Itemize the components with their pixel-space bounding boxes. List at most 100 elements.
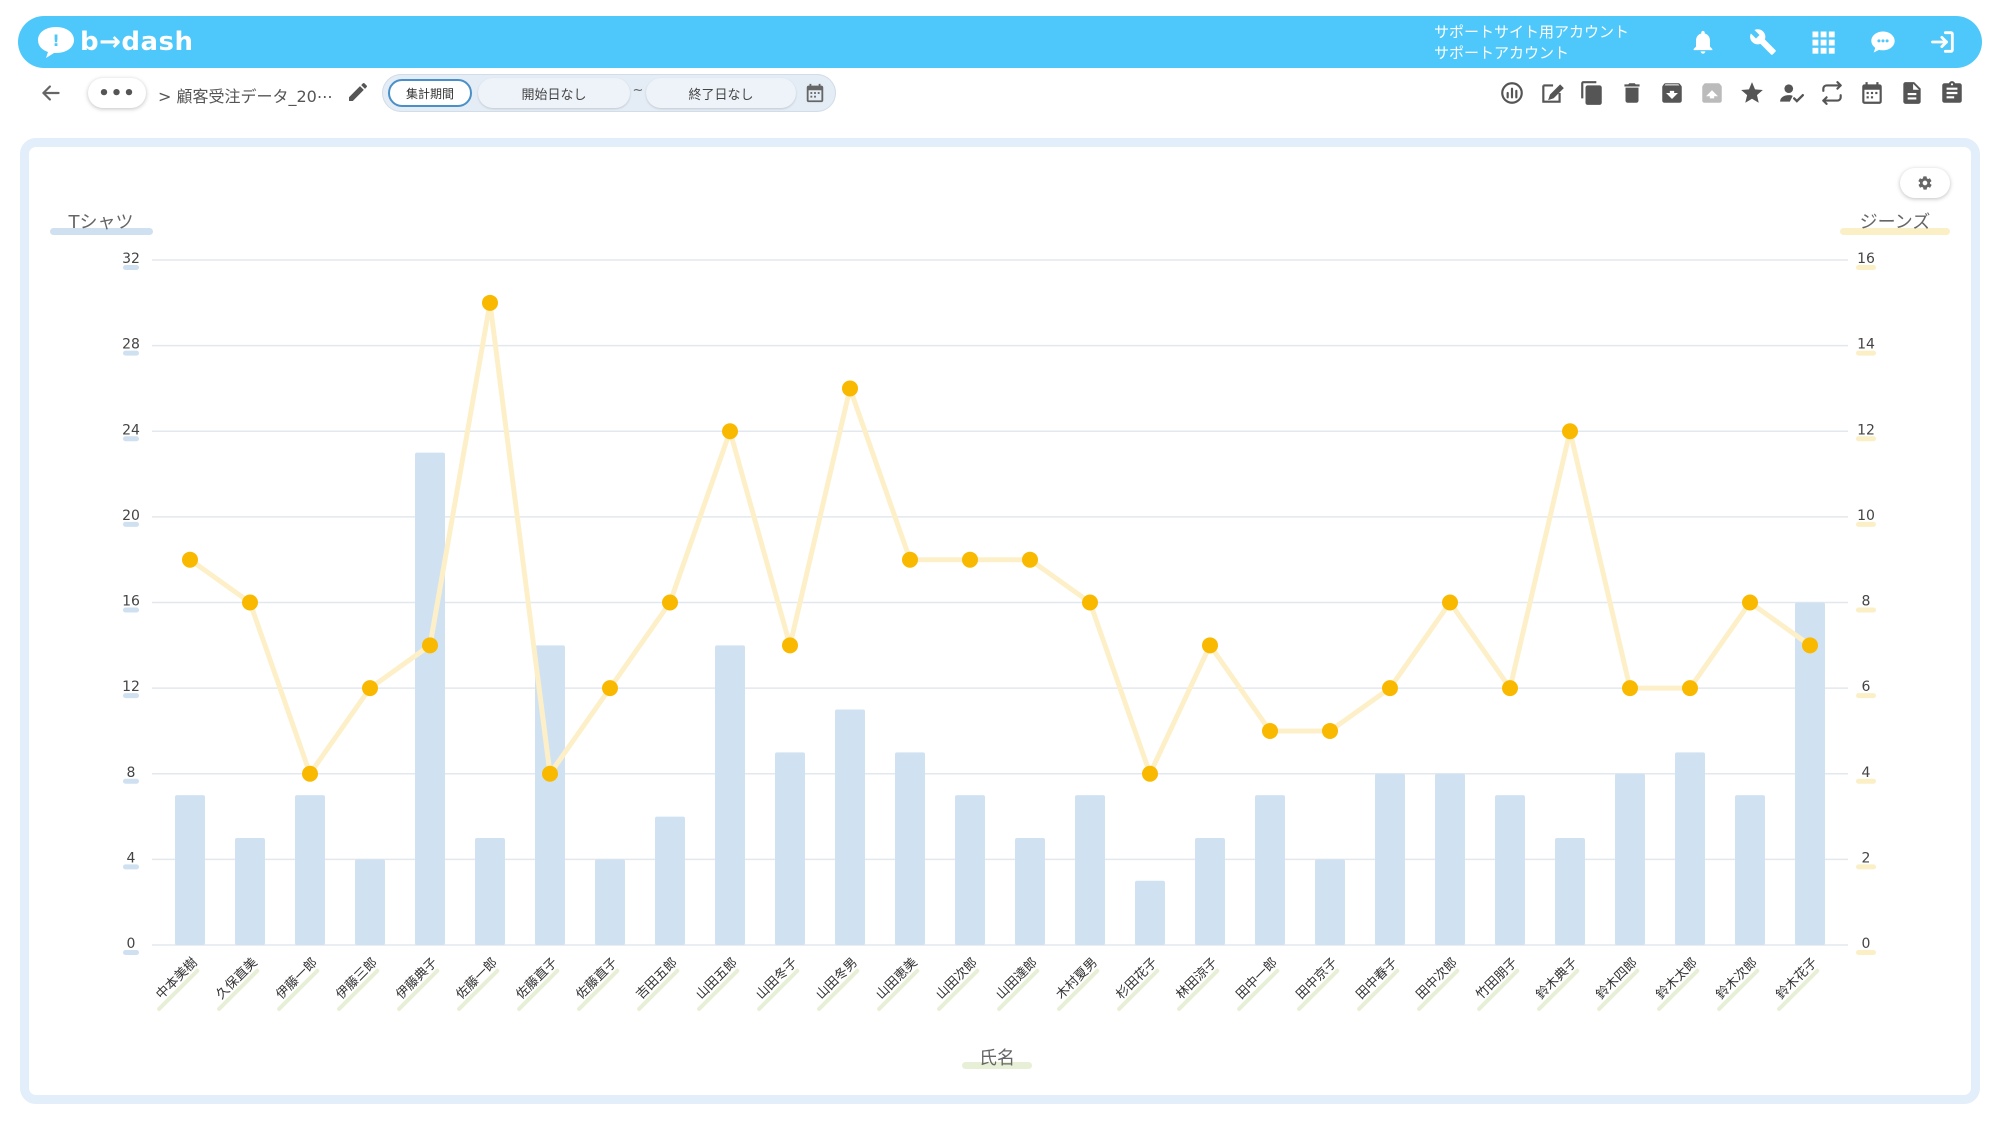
line-point[interactable] <box>722 423 738 440</box>
line-point[interactable] <box>242 594 258 611</box>
bar[interactable] <box>1435 773 1465 945</box>
line-point[interactable] <box>1262 722 1278 739</box>
line-point[interactable] <box>542 765 558 782</box>
line-point[interactable] <box>182 551 198 568</box>
line-point[interactable] <box>1802 637 1818 654</box>
category-label: 鈴木花子 <box>1773 955 1821 1011</box>
category-text: 伊藤三郎 <box>333 955 380 1002</box>
right-tick-underline <box>1856 265 1876 270</box>
edit-note-icon[interactable] <box>1532 76 1572 110</box>
star-icon[interactable] <box>1732 76 1772 110</box>
category-text: 林田涼子 <box>1173 955 1220 1002</box>
line-point[interactable] <box>1622 680 1638 697</box>
line-point[interactable] <box>662 594 678 611</box>
line-point[interactable] <box>902 551 918 568</box>
category-label: 鈴木典子 <box>1533 955 1581 1011</box>
bar[interactable] <box>595 859 625 945</box>
left-tick-label: 8 <box>127 765 136 781</box>
document-icon[interactable] <box>1892 76 1932 110</box>
copy-icon[interactable] <box>1572 76 1612 110</box>
bdash-logo[interactable]: ! b→dash <box>36 24 194 60</box>
bar[interactable] <box>955 795 985 945</box>
line-point[interactable] <box>1142 765 1158 782</box>
category-text: 山田次郎 <box>933 955 981 1003</box>
wrench-icon[interactable] <box>1733 24 1793 60</box>
line-point[interactable] <box>1322 722 1338 739</box>
clipboard-icon[interactable] <box>1932 76 1972 110</box>
bar[interactable] <box>1375 773 1405 945</box>
apps-grid-icon[interactable] <box>1793 24 1853 60</box>
bar[interactable] <box>835 709 865 945</box>
bar[interactable] <box>1075 795 1105 945</box>
unarchive-icon[interactable] <box>1692 76 1732 110</box>
chart-settings-icon[interactable] <box>1492 76 1532 110</box>
date-range-tilde: ~ <box>632 83 644 98</box>
left-tick-label: 4 <box>127 850 136 866</box>
right-axis-title-underline <box>1840 228 1950 235</box>
line-point[interactable] <box>1562 423 1578 440</box>
line-point[interactable] <box>1742 594 1758 611</box>
bar[interactable] <box>775 752 805 945</box>
user-check-icon[interactable] <box>1772 76 1812 110</box>
line-point[interactable] <box>962 551 978 568</box>
bar[interactable] <box>1615 773 1645 945</box>
bar[interactable] <box>475 837 505 945</box>
bar[interactable] <box>1015 837 1045 945</box>
bar[interactable] <box>1315 859 1345 945</box>
line-point[interactable] <box>422 637 438 654</box>
category-underline <box>697 968 740 1011</box>
bar[interactable] <box>1195 837 1225 945</box>
bar[interactable] <box>1735 795 1765 945</box>
bar[interactable] <box>1555 837 1585 945</box>
breadcrumb[interactable]: > 顧客受注データ_20⋯ <box>158 87 333 106</box>
bar[interactable] <box>355 859 385 945</box>
right-tick-underline <box>1856 436 1876 442</box>
bar[interactable] <box>715 645 745 945</box>
category-text: 久保直美 <box>213 955 260 1002</box>
bar[interactable] <box>175 795 205 945</box>
line-point[interactable] <box>1082 594 1098 611</box>
archive-icon[interactable] <box>1652 76 1692 110</box>
bar[interactable] <box>655 816 685 945</box>
bar[interactable] <box>1675 752 1705 945</box>
chart-gear-button[interactable] <box>1900 168 1950 198</box>
bar[interactable] <box>1255 795 1285 945</box>
back-arrow-icon[interactable] <box>38 80 64 106</box>
category-text: 田中次郎 <box>1413 955 1461 1003</box>
left-tick-label: 32 <box>122 251 140 267</box>
category-text: 鈴木四郎 <box>1593 955 1640 1002</box>
bell-icon[interactable] <box>1673 24 1733 60</box>
line-point[interactable] <box>1502 680 1518 697</box>
sync-icon[interactable] <box>1812 76 1852 110</box>
bar[interactable] <box>1495 795 1525 945</box>
start-date-field[interactable]: 開始日なし <box>478 78 630 108</box>
bar[interactable] <box>1795 602 1825 946</box>
calendar-icon[interactable] <box>1852 76 1892 110</box>
category-label: 田中京子 <box>1293 955 1341 1011</box>
bar[interactable] <box>895 752 925 945</box>
line-point[interactable] <box>1022 551 1038 568</box>
line-point[interactable] <box>1202 637 1218 654</box>
account-info[interactable]: サポートサイト用アカウント サポートアカウント <box>1434 22 1629 64</box>
line-point[interactable] <box>1682 680 1698 697</box>
bar[interactable] <box>1135 880 1165 945</box>
bar[interactable] <box>235 837 265 945</box>
line-point[interactable] <box>482 294 498 311</box>
line-point[interactable] <box>362 680 378 697</box>
period-label-button[interactable]: 集計期間 <box>388 79 472 107</box>
support-chat-icon[interactable] <box>1853 24 1913 60</box>
trash-icon[interactable] <box>1612 76 1652 110</box>
line-point[interactable] <box>782 637 798 654</box>
pencil-icon[interactable] <box>346 80 370 104</box>
line-point[interactable] <box>1442 594 1458 611</box>
line-point[interactable] <box>602 680 618 697</box>
calendar-picker-icon[interactable] <box>804 82 826 104</box>
line-point[interactable] <box>842 380 858 397</box>
more-button[interactable]: ••• <box>88 78 146 108</box>
end-date-field[interactable]: 終了日なし <box>646 78 796 108</box>
line-point[interactable] <box>1382 680 1398 697</box>
bar[interactable] <box>415 452 445 945</box>
bar[interactable] <box>295 795 325 945</box>
logout-icon[interactable] <box>1913 24 1973 60</box>
line-point[interactable] <box>302 765 318 782</box>
